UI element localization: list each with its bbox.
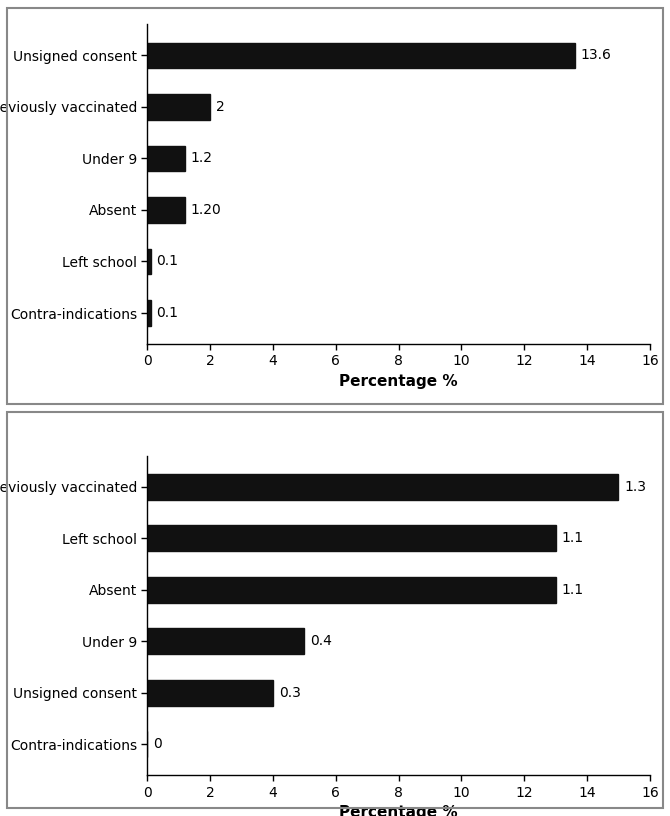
Text: 1.1: 1.1 <box>561 531 584 545</box>
Text: 0.1: 0.1 <box>156 306 178 320</box>
Bar <box>147 94 210 120</box>
Text: 1.2: 1.2 <box>191 152 213 166</box>
Text: 0.4: 0.4 <box>310 634 332 648</box>
Text: 1.20: 1.20 <box>191 203 222 217</box>
Bar <box>147 197 185 223</box>
Text: 1.1: 1.1 <box>561 583 584 596</box>
Text: 0: 0 <box>153 738 161 752</box>
Bar <box>147 628 304 654</box>
X-axis label: Percentage %: Percentage % <box>339 805 458 816</box>
Bar <box>147 680 273 706</box>
Bar <box>147 42 574 69</box>
Text: 2: 2 <box>216 100 224 114</box>
Text: 13.6: 13.6 <box>580 48 611 62</box>
Bar <box>147 474 618 499</box>
X-axis label: Percentage %: Percentage % <box>339 374 458 389</box>
Bar <box>147 145 185 171</box>
Bar <box>147 577 555 602</box>
Bar <box>147 300 151 326</box>
Text: 0.3: 0.3 <box>279 685 301 700</box>
Bar <box>147 249 151 274</box>
Text: 0.1: 0.1 <box>156 255 178 268</box>
Text: 1.3: 1.3 <box>624 480 646 494</box>
Bar <box>147 526 555 551</box>
